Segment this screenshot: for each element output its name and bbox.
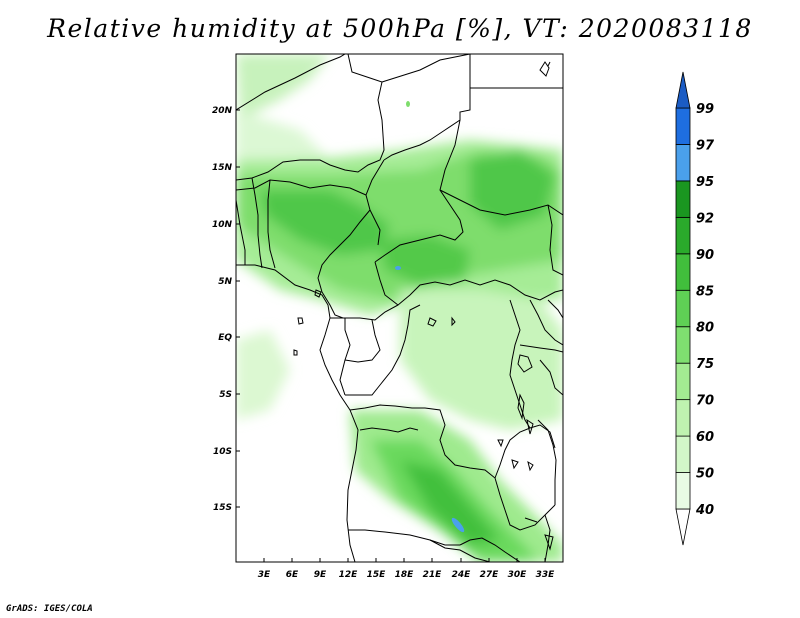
colorbar-swatch (675, 472, 691, 510)
lon-label: 33E (536, 570, 556, 580)
colorbar-swatch (675, 144, 691, 182)
lon-label: 18E (395, 570, 415, 580)
colorbar-swatch (675, 107, 691, 145)
lat-label: 15S (213, 503, 232, 513)
colorbar-level-label: 92 (696, 211, 714, 226)
lat-label: 20N (212, 106, 233, 116)
colorbar-level-label: 70 (696, 394, 714, 409)
lat-label: 5N (218, 277, 232, 287)
colorbar-swatch (675, 326, 691, 364)
colorbar-swatch (675, 216, 691, 255)
colorbar-level-label: 85 (696, 284, 714, 299)
lon-label: 21E (423, 570, 443, 580)
colorbar-swatch (675, 435, 691, 473)
lat-label: 10S (213, 447, 232, 457)
colorbar-level-label: 95 (696, 175, 714, 190)
lon-label: 9E (314, 570, 327, 580)
colorbar-swatch (675, 253, 691, 291)
colorbar-level-label: 40 (695, 503, 714, 518)
colorbar-swatch (675, 71, 691, 109)
colorbar-level-label: 50 (696, 467, 714, 482)
lon-label: 12E (339, 570, 359, 580)
lon-label: 6E (286, 570, 299, 580)
longitude-axis: 3E 6E 9E 12E 15E 18E 21E 24E 27E 30E 33E (258, 558, 555, 580)
colorbar-level-label: 60 (696, 430, 714, 445)
lon-label: 24E (452, 570, 472, 580)
map-frame (235, 53, 564, 563)
chart-title: Relative humidity at 500hPa [%], VT: 202… (47, 14, 753, 43)
colorbar-legend: 40 50 60 70 75 80 85 90 92 95 97 99 (675, 71, 715, 546)
humidity-field (236, 54, 563, 562)
lon-label: 15E (367, 570, 387, 580)
lon-label: 30E (508, 570, 528, 580)
colorbar-level-label: 97 (696, 138, 715, 153)
grads-credit: GrADS: IGES/COLA (6, 604, 93, 614)
colorbar-level-label: 80 (696, 321, 714, 336)
lat-label: EQ (218, 333, 232, 343)
colorbar-swatch (675, 180, 691, 218)
latitude-axis: 20N 15N 10N 5N EQ 5S 10S 15S (212, 106, 240, 513)
colorbar-swatch (675, 508, 691, 546)
colorbar-swatch (675, 289, 691, 328)
colorbar-swatch (675, 362, 691, 401)
colorbar-level-label: 75 (696, 357, 714, 372)
colorbar-swatch (675, 399, 691, 437)
lat-label: 10N (212, 220, 233, 230)
lon-label: 27E (480, 570, 500, 580)
colorbar-level-label: 90 (696, 248, 714, 263)
country-boundaries (236, 54, 563, 562)
lat-label: 5S (219, 390, 232, 400)
colorbar-level-label: 99 (696, 102, 714, 117)
lat-label: 15N (212, 163, 233, 173)
lon-label: 3E (258, 570, 271, 580)
